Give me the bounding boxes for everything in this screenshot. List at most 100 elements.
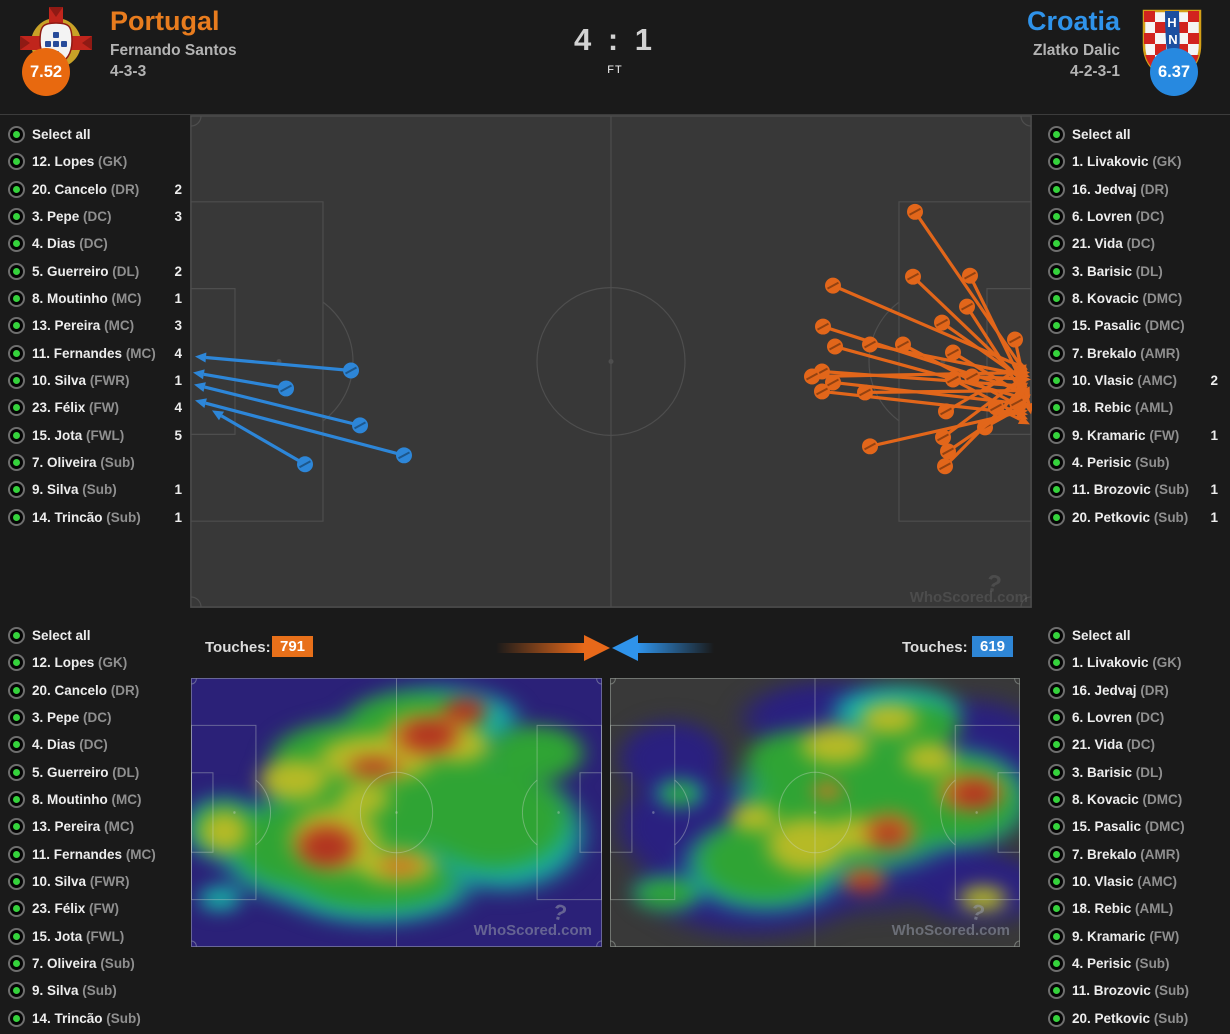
player-checkbox-icon[interactable] xyxy=(1048,262,1065,280)
player-checkbox-icon[interactable] xyxy=(1048,180,1065,198)
shot-arrow[interactable] xyxy=(1009,394,1031,411)
player-checkbox-icon[interactable] xyxy=(8,790,25,808)
player-row-brekalo[interactable]: 7. Brekalo (AMR) xyxy=(1048,340,1218,367)
shot-arrow[interactable] xyxy=(959,298,1030,405)
player-row-félix[interactable]: 23. Félix (FW) 4 xyxy=(8,394,182,421)
player-row-oliveira[interactable]: 7. Oliveira (Sub) xyxy=(8,950,182,977)
player-row-pepe[interactable]: 3. Pepe (DC) xyxy=(8,704,182,731)
player-checkbox-icon[interactable] xyxy=(8,453,25,471)
player-checkbox-icon[interactable] xyxy=(8,872,25,890)
player-checkbox-icon[interactable] xyxy=(1048,763,1065,781)
select-all-row[interactable]: Select all xyxy=(8,622,182,649)
player-row-pereira[interactable]: 13. Pereira (MC) xyxy=(8,813,182,840)
player-row-brekalo[interactable]: 7. Brekalo (AMR) xyxy=(1048,841,1218,868)
player-checkbox-icon[interactable] xyxy=(1048,872,1065,890)
player-row-pasalic[interactable]: 15. Pasalic (DMC) xyxy=(1048,813,1218,840)
player-checkbox-icon[interactable] xyxy=(1048,317,1065,335)
player-row-rebic[interactable]: 18. Rebic (AML) xyxy=(1048,394,1218,421)
player-row-jedvaj[interactable]: 16. Jedvaj (DR) xyxy=(1048,176,1218,203)
player-checkbox-icon[interactable] xyxy=(8,1009,25,1027)
player-row-kovacic[interactable]: 8. Kovacic (DMC) xyxy=(1048,786,1218,813)
player-checkbox-icon[interactable] xyxy=(8,207,25,225)
select-all-row[interactable]: Select all xyxy=(1048,622,1218,649)
player-checkbox-icon[interactable] xyxy=(8,927,25,945)
player-row-lopes[interactable]: 12. Lopes (GK) xyxy=(8,148,182,175)
player-row-lopes[interactable]: 12. Lopes (GK) xyxy=(8,649,182,676)
player-checkbox-icon[interactable] xyxy=(8,180,25,198)
player-checkbox-icon[interactable] xyxy=(8,289,25,307)
player-checkbox-icon[interactable] xyxy=(8,900,25,918)
player-row-cancelo[interactable]: 20. Cancelo (DR) xyxy=(8,677,182,704)
player-row-silva[interactable]: 10. Silva (FWR) 1 xyxy=(8,367,182,394)
player-row-petkovic[interactable]: 20. Petkovic (Sub) xyxy=(1048,1005,1218,1032)
player-checkbox-icon[interactable] xyxy=(8,126,25,143)
player-row-livakovic[interactable]: 1. Livakovic (GK) xyxy=(1048,148,1218,175)
player-row-jota[interactable]: 15. Jota (FWL) 5 xyxy=(8,422,182,449)
player-row-guerreiro[interactable]: 5. Guerreiro (DL) 2 xyxy=(8,258,182,285)
player-row-brozovic[interactable]: 11. Brozovic (Sub) xyxy=(1048,977,1218,1004)
player-checkbox-icon[interactable] xyxy=(8,627,25,644)
player-checkbox-icon[interactable] xyxy=(1048,654,1065,672)
player-row-moutinho[interactable]: 8. Moutinho (MC) xyxy=(8,786,182,813)
shot-arrow[interactable] xyxy=(988,399,1030,425)
player-row-kramaric[interactable]: 9. Kramaric (FW) 1 xyxy=(1048,422,1218,449)
player-checkbox-icon[interactable] xyxy=(1048,344,1065,362)
player-row-dias[interactable]: 4. Dias (DC) xyxy=(8,731,182,758)
player-row-moutinho[interactable]: 8. Moutinho (MC) 1 xyxy=(8,285,182,312)
player-checkbox-icon[interactable] xyxy=(1048,207,1065,225)
shot-arrow[interactable] xyxy=(212,410,313,473)
player-row-trincão[interactable]: 14. Trincão (Sub) 1 xyxy=(8,504,182,531)
player-row-pepe[interactable]: 3. Pepe (DC) 3 xyxy=(8,203,182,230)
player-row-guerreiro[interactable]: 5. Guerreiro (DL) xyxy=(8,759,182,786)
shot-arrow[interactable] xyxy=(945,371,1028,420)
shot-arrow[interactable] xyxy=(193,369,294,397)
player-checkbox-icon[interactable] xyxy=(8,317,25,335)
player-checkbox-icon[interactable] xyxy=(8,845,25,863)
select-all-row[interactable]: Select all xyxy=(8,121,182,148)
player-row-brozovic[interactable]: 11. Brozovic (Sub) 1 xyxy=(1048,476,1218,503)
player-row-cancelo[interactable]: 20. Cancelo (DR) 2 xyxy=(8,176,182,203)
shot-arrow[interactable] xyxy=(814,383,1028,419)
player-row-jedvaj[interactable]: 16. Jedvaj (DR) xyxy=(1048,677,1218,704)
player-checkbox-icon[interactable] xyxy=(1048,982,1065,1000)
shot-arrow[interactable] xyxy=(934,314,1027,383)
player-checkbox-icon[interactable] xyxy=(1048,508,1065,526)
player-checkbox-icon[interactable] xyxy=(8,763,25,781)
player-checkbox-icon[interactable] xyxy=(1048,845,1065,863)
shot-arrow[interactable] xyxy=(195,352,359,379)
player-checkbox-icon[interactable] xyxy=(1048,900,1065,918)
player-row-barisic[interactable]: 3. Barisic (DL) xyxy=(1048,258,1218,285)
shot-arrow[interactable] xyxy=(194,382,368,434)
player-row-fernandes[interactable]: 11. Fernandes (MC) 4 xyxy=(8,340,182,367)
player-checkbox-icon[interactable] xyxy=(1048,1009,1065,1027)
player-row-barisic[interactable]: 3. Barisic (DL) xyxy=(1048,759,1218,786)
player-checkbox-icon[interactable] xyxy=(1048,371,1065,389)
away-team-name[interactable]: Croatia xyxy=(1026,6,1120,36)
player-checkbox-icon[interactable] xyxy=(1048,235,1065,253)
player-checkbox-icon[interactable] xyxy=(8,736,25,754)
player-row-trincão[interactable]: 14. Trincão (Sub) xyxy=(8,1005,182,1032)
player-row-vida[interactable]: 21. Vida (DC) xyxy=(1048,731,1218,758)
player-row-oliveira[interactable]: 7. Oliveira (Sub) xyxy=(8,449,182,476)
player-row-vlasic[interactable]: 10. Vlasic (AMC) xyxy=(1048,868,1218,895)
player-row-kramaric[interactable]: 9. Kramaric (FW) xyxy=(1048,923,1218,950)
player-row-pereira[interactable]: 13. Pereira (MC) 3 xyxy=(8,312,182,339)
player-checkbox-icon[interactable] xyxy=(1048,954,1065,972)
player-checkbox-icon[interactable] xyxy=(1048,453,1065,471)
player-checkbox-icon[interactable] xyxy=(8,481,25,499)
player-row-perisic[interactable]: 4. Perisic (Sub) xyxy=(1048,449,1218,476)
shot-arrow[interactable] xyxy=(195,398,412,464)
player-row-fernandes[interactable]: 11. Fernandes (MC) xyxy=(8,841,182,868)
player-checkbox-icon[interactable] xyxy=(8,235,25,253)
player-row-silva[interactable]: 9. Silva (Sub) 1 xyxy=(8,476,182,503)
player-checkbox-icon[interactable] xyxy=(1048,927,1065,945)
player-checkbox-icon[interactable] xyxy=(8,654,25,672)
player-row-jota[interactable]: 15. Jota (FWL) xyxy=(8,923,182,950)
player-checkbox-icon[interactable] xyxy=(1048,681,1065,699)
shot-arrow[interactable] xyxy=(938,364,1027,420)
player-checkbox-icon[interactable] xyxy=(1048,289,1065,307)
player-row-rebic[interactable]: 18. Rebic (AML) xyxy=(1048,895,1218,922)
player-checkbox-icon[interactable] xyxy=(8,982,25,1000)
player-row-lovren[interactable]: 6. Lovren (DC) xyxy=(1048,203,1218,230)
player-row-vlasic[interactable]: 10. Vlasic (AMC) 2 xyxy=(1048,367,1218,394)
